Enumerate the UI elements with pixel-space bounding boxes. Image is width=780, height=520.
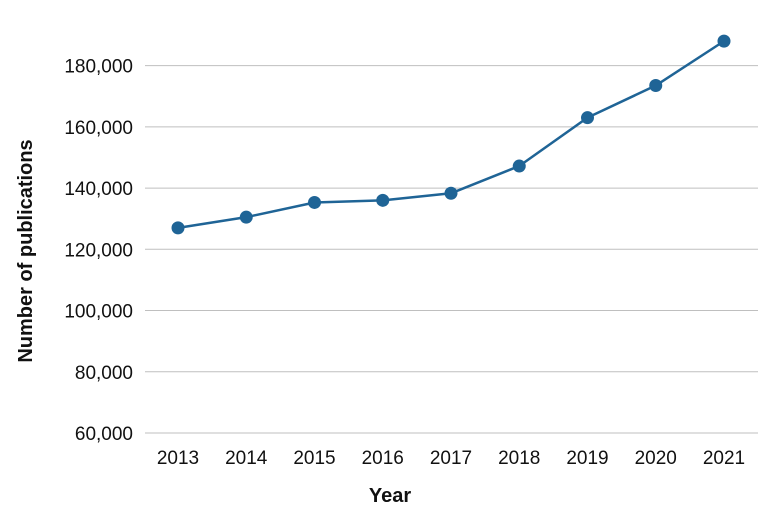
data-point-2016 <box>376 193 390 207</box>
data-point-2021 <box>717 34 731 48</box>
y-axis-ticks: 60,000 80,000 100,000 120,000 140,000 160,000… <box>64 57 133 445</box>
x-tick-label: 2017 <box>430 448 472 469</box>
x-tick-label: 2014 <box>225 448 268 469</box>
data-point-2019 <box>581 111 594 125</box>
data-point-2013 <box>171 221 185 235</box>
data-point-2017 <box>444 186 458 200</box>
x-axis-ticks: 2013 2014 2015 2016 2017 2018 2019 2020 2021 <box>157 448 745 469</box>
x-tick-label: 2020 <box>635 448 677 469</box>
x-tick-label: 2013 <box>157 448 199 469</box>
y-tick-label: 120,000 <box>64 240 133 261</box>
x-tick-label: 2021 <box>703 448 745 469</box>
y-tick-label: 80,000 <box>75 363 133 384</box>
y-tick-label: 100,000 <box>64 302 133 323</box>
series-line <box>177 40 725 230</box>
x-tick-label: 2019 <box>566 448 608 469</box>
x-tick-label: 2016 <box>362 448 404 469</box>
data-point-2018 <box>512 159 526 173</box>
data-point-2015 <box>308 195 321 209</box>
data-point-2014 <box>239 210 253 224</box>
y-tick-label: 180,000 <box>64 57 133 78</box>
grid-lines <box>145 65 758 434</box>
x-tick-label: 2018 <box>498 448 540 469</box>
y-tick-label: 60,000 <box>75 424 133 445</box>
x-tick-label: 2015 <box>293 448 335 469</box>
y-tick-label: 160,000 <box>64 118 133 139</box>
x-axis-title: Year <box>369 485 411 507</box>
series-layer <box>171 34 731 235</box>
y-axis-title: Number of publications <box>15 139 37 362</box>
y-tick-label: 140,000 <box>64 179 133 200</box>
data-point-2020 <box>649 79 663 93</box>
